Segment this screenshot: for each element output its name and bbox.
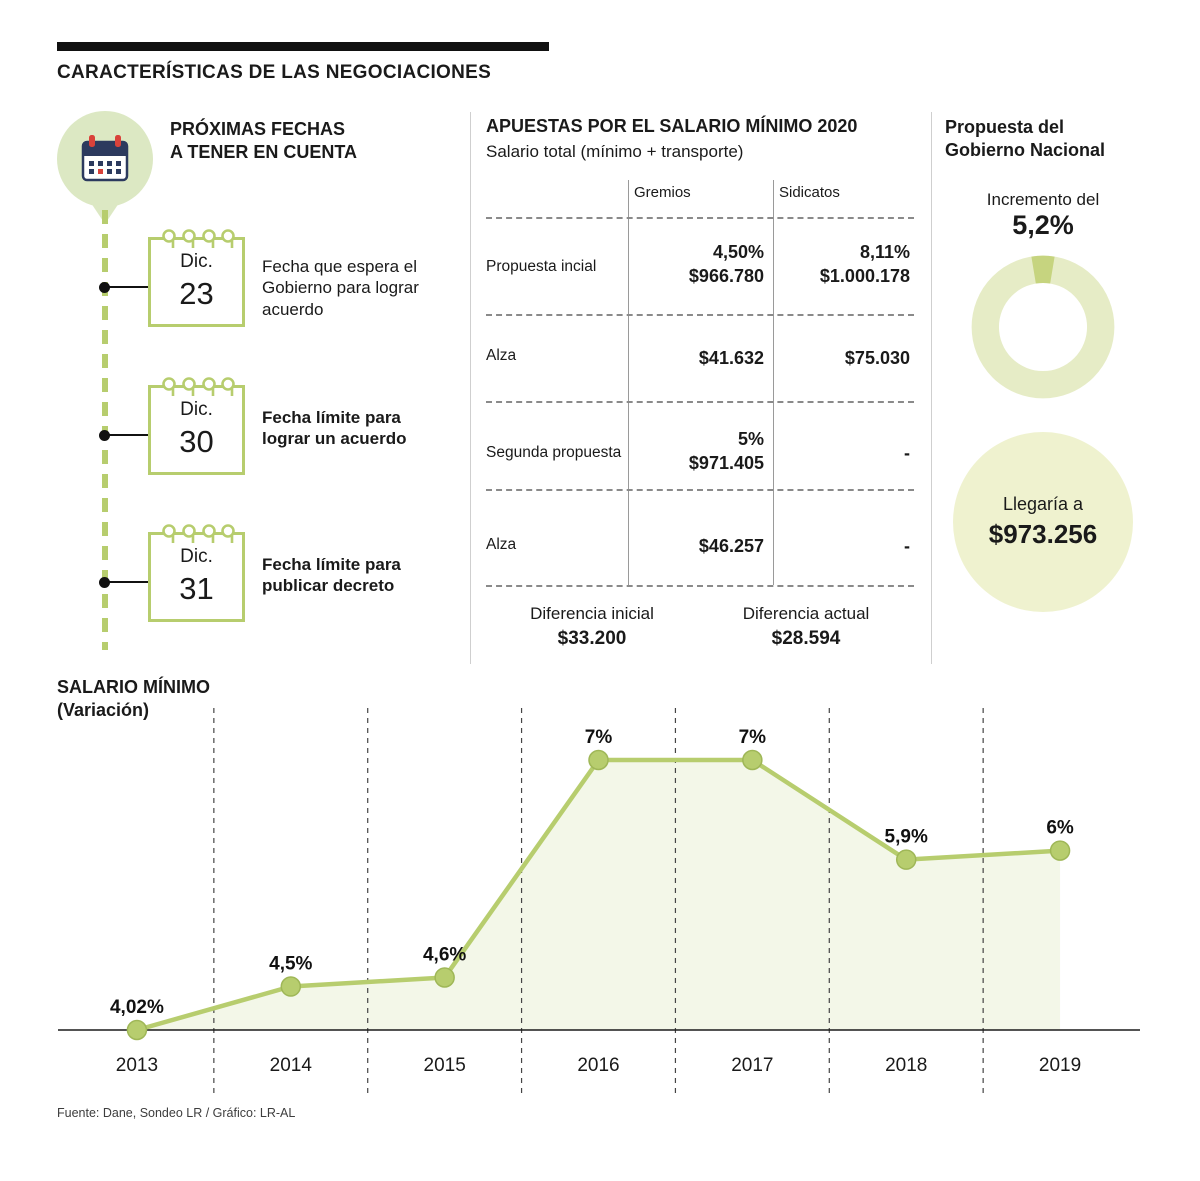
cell-gremios: $41.632 xyxy=(630,346,764,370)
table-column-line-2 xyxy=(773,180,774,585)
cell-gremios: $46.257 xyxy=(630,534,764,558)
row-label: Propuesta incial xyxy=(486,258,597,275)
chart-value-label: 5,9% xyxy=(885,827,928,848)
card-month: Dic. xyxy=(180,251,213,272)
cell-sindicatos: $75.030 xyxy=(777,346,910,370)
cell-gremios: 5% $971.405 xyxy=(630,427,764,476)
table-divider xyxy=(486,585,914,587)
gov-proposal-title: Propuesta del Gobierno Nacional xyxy=(945,117,1106,161)
row-label: Alza xyxy=(486,536,517,553)
source-note: Fuente: Dane, Sondeo LR / Gráfico: LR-AL xyxy=(57,1106,296,1120)
cell-line: $46.257 xyxy=(698,536,764,556)
card-month: Dic. xyxy=(180,546,213,567)
timeline-dot-2 xyxy=(99,430,110,441)
section-divider-left xyxy=(470,112,471,664)
table-divider xyxy=(486,314,914,316)
chart-value-label: 4,5% xyxy=(269,954,312,975)
timeline-dot-1 xyxy=(99,282,110,293)
chart-marker xyxy=(1049,840,1071,861)
cell-line: $41.632 xyxy=(698,348,764,368)
cell-line: $75.030 xyxy=(844,348,910,368)
card-day: 23 xyxy=(179,276,214,311)
cell-line: 5% xyxy=(737,429,764,449)
chart-marker xyxy=(895,849,917,870)
chart-value-label: 4,6% xyxy=(423,944,466,965)
spiral-binding-icon xyxy=(162,524,235,543)
timeline-dot-3 xyxy=(99,577,110,588)
chart-year-label: 2013 xyxy=(116,1055,158,1076)
chart-year-label: 2016 xyxy=(577,1055,619,1076)
timeline-connector-1 xyxy=(105,286,149,288)
cell-line: $966.780 xyxy=(688,266,764,287)
chart-year-label: 2019 xyxy=(1039,1055,1081,1076)
diff-initial-value: $33.200 xyxy=(557,628,627,649)
chart-value-label: 6% xyxy=(1046,818,1074,839)
diff-current-label: Diferencia actual xyxy=(742,604,870,623)
cell-line: $971.405 xyxy=(688,453,764,474)
cell-sindicatos: - xyxy=(777,534,910,558)
cell-sindicatos: - xyxy=(777,441,910,465)
cell-line: 4,50% xyxy=(712,242,764,262)
chart-year-label: 2017 xyxy=(731,1055,773,1076)
column-header-gremios: Gremios xyxy=(634,184,691,201)
salary-chart-svg: 4,02% 2013 4,5% 2014 4,6% 2015 7% 2016 7% 2017 5,9… xyxy=(58,708,1140,1095)
target-label: Llegaría a xyxy=(1002,494,1084,514)
chart-value-label: 4,02% xyxy=(110,997,164,1018)
card-month: Dic. xyxy=(180,399,213,420)
chart-marker xyxy=(742,749,763,771)
target-value: $973.256 xyxy=(988,519,1098,549)
cell-line: 8,11% xyxy=(859,242,910,262)
cell-line: - xyxy=(904,443,910,463)
row-label: Segunda propuesta xyxy=(486,444,622,461)
cell-line: - xyxy=(904,536,910,556)
card-day: 30 xyxy=(179,424,214,459)
calendar-pin-icon xyxy=(57,111,153,224)
page-title: CARACTERÍSTICAS DE LAS NEGOCIACIONES xyxy=(57,62,492,83)
salary-chart-title: SALARIO MÍNIMO (Variación) xyxy=(57,677,210,720)
calendar-card-dic-23: Dic. 23 xyxy=(148,229,245,327)
timeline-description-3: Fecha límite para publicar decreto xyxy=(262,555,401,596)
cell-gremios: 4,50% $966.780 xyxy=(630,240,764,289)
cell-line: $1.000.178 xyxy=(819,266,910,287)
increment-donut-chart xyxy=(971,255,1115,399)
target-amount-circle: Llegaría a $973.256 xyxy=(953,432,1133,612)
table-divider xyxy=(486,217,914,219)
calendar-card-dic-30: Dic. 30 xyxy=(148,377,245,475)
chart-marker xyxy=(126,1019,148,1041)
timeline-description-2: Fecha límite para lograr un acuerdo xyxy=(262,408,407,449)
diff-initial-label: Diferencia inicial xyxy=(530,604,654,623)
timeline-title: PRÓXIMAS FECHAS A TENER EN CUENTA xyxy=(170,119,358,163)
card-day: 31 xyxy=(179,571,214,606)
chart-year-label: 2014 xyxy=(270,1055,313,1076)
timeline-connector-3 xyxy=(105,581,149,583)
increment-label: Incremento del xyxy=(986,190,1100,209)
timeline-connector-2 xyxy=(105,434,149,436)
donut-ring xyxy=(971,255,1115,399)
chart-marker xyxy=(434,967,455,988)
row-label: Alza xyxy=(486,347,517,364)
chart-year-label: 2018 xyxy=(885,1055,927,1076)
table-subtitle: Salario total (mínimo + transporte) xyxy=(486,142,744,161)
table-divider xyxy=(486,489,914,491)
section-divider-right xyxy=(931,112,932,664)
calendar-card-dic-31: Dic. 31 xyxy=(148,524,245,622)
table-divider xyxy=(486,401,914,403)
chart-value-label: 7% xyxy=(739,727,767,748)
title-bar xyxy=(57,42,549,51)
increment-value: 5,2% xyxy=(1012,210,1074,240)
diff-current-value: $28.594 xyxy=(771,628,841,649)
column-header-sindicatos: Sidicatos xyxy=(779,184,840,201)
cell-sindicatos: 8,11% $1.000.178 xyxy=(777,240,910,289)
chart-value-label: 7% xyxy=(585,727,613,748)
table-column-line-1 xyxy=(628,180,629,585)
timeline-description-1: Fecha que espera el Gobierno para lograr… xyxy=(262,257,419,319)
chart-marker xyxy=(280,976,302,997)
spiral-binding-icon xyxy=(162,229,235,248)
spiral-binding-icon xyxy=(162,377,235,396)
chart-marker xyxy=(588,749,609,771)
table-title: APUESTAS POR EL SALARIO MÍNIMO 2020 xyxy=(486,116,858,136)
chart-year-label: 2015 xyxy=(424,1055,466,1076)
